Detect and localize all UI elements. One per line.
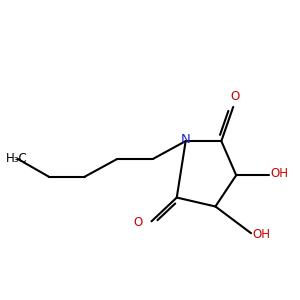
Text: O: O <box>134 216 143 229</box>
Text: H₃C: H₃C <box>6 152 28 165</box>
Text: O: O <box>230 90 239 103</box>
Text: N: N <box>181 133 190 146</box>
Text: OH: OH <box>270 167 288 180</box>
Text: OH: OH <box>253 228 271 241</box>
